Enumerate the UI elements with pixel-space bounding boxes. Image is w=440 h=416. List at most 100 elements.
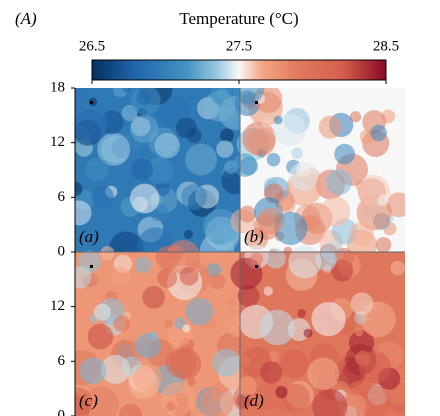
texture-blob (291, 147, 304, 160)
marker (90, 101, 93, 104)
texture-blob (354, 328, 364, 337)
texture-blob (110, 266, 131, 287)
colorbar-tick-label: 27.5 (226, 38, 252, 54)
texture-blob (175, 117, 197, 139)
texture-blob (307, 357, 340, 390)
texture-blob (75, 394, 91, 416)
texture-blob (359, 385, 392, 416)
panel-label: (b) (244, 227, 264, 246)
texture-blob (155, 181, 170, 196)
texture-blob (260, 361, 283, 384)
texture-blob (136, 90, 151, 106)
panel-label: (A) (15, 9, 37, 28)
texture-blob (164, 319, 173, 329)
texture-blob (183, 229, 194, 239)
colorbar-tick-label: 26.5 (79, 38, 105, 54)
marker (255, 265, 258, 268)
heatmaps: (a) (b) (c) (d) (75, 88, 405, 416)
texture-blob (278, 196, 296, 214)
texture-blob (312, 389, 348, 416)
texture-blob (219, 128, 234, 143)
texture-blob (179, 266, 199, 286)
texture-blob (239, 156, 259, 176)
texture-blob (311, 301, 346, 337)
texture-blob (85, 157, 110, 182)
texture-blob (75, 266, 92, 289)
texture-blob (303, 328, 313, 338)
y-tick-label: 6 (58, 189, 66, 205)
texture-blob (265, 248, 286, 269)
texture-blob (259, 309, 296, 346)
texture-blob (390, 260, 405, 276)
texture-blob (128, 367, 160, 399)
panel-label: (c) (79, 391, 98, 410)
texture-blob (288, 245, 322, 279)
texture-blob (349, 222, 374, 247)
texture-blob (87, 323, 114, 350)
texture-blob (185, 297, 214, 326)
marker (90, 265, 93, 268)
texture-blob (268, 351, 280, 362)
texture-blob (200, 385, 234, 416)
texture-blob (157, 268, 178, 288)
texture-blob (227, 297, 237, 307)
texture-blob (131, 158, 154, 181)
texture-blob (175, 392, 189, 406)
texture-blob (348, 381, 363, 396)
texture-blob (146, 157, 174, 185)
texture-blob (334, 247, 354, 268)
texture-blob (75, 109, 108, 144)
texture-blob (165, 401, 176, 412)
colorbar (91, 59, 387, 81)
texture-blob (100, 354, 130, 384)
texture-blob (118, 403, 143, 416)
texture-blob (181, 184, 207, 210)
texture-blob (247, 128, 276, 157)
panel-label: (d) (244, 391, 264, 410)
texture-blob (185, 143, 218, 176)
texture-blob (203, 208, 239, 245)
marker (255, 101, 258, 104)
texture-blob (375, 237, 392, 253)
texture-blob (154, 132, 180, 159)
y-tick-label: 0 (58, 407, 66, 416)
texture-blob (318, 115, 342, 139)
texture-blob (257, 207, 285, 235)
texture-blob (75, 181, 83, 197)
texture-blob (273, 115, 283, 125)
texture-blob (238, 205, 256, 223)
texture-blob (174, 317, 186, 330)
texture-blob (113, 315, 131, 332)
texture-blob (129, 183, 160, 214)
texture-blob (134, 256, 152, 274)
panel-label: (a) (79, 227, 99, 246)
y-tick-label: 12 (50, 134, 65, 150)
texture-blob (135, 332, 161, 359)
texture-blob (326, 169, 352, 195)
y-tick-label: 0 (58, 243, 66, 259)
texture-blob (281, 383, 311, 413)
texture-blob (216, 140, 234, 158)
texture-blob (91, 185, 114, 208)
texture-blob (165, 239, 201, 275)
texture-blob (334, 143, 356, 165)
texture-blob (249, 252, 264, 266)
texture-blob (377, 194, 389, 206)
y-tick-label: 18 (50, 79, 65, 95)
texture-blob (97, 132, 131, 166)
colorbar-label: Temperature (°C) (179, 9, 298, 28)
texture-blob (297, 308, 307, 318)
texture-blob (187, 377, 196, 386)
texture-blob (358, 350, 392, 384)
texture-blob (100, 246, 115, 261)
texture-blob (280, 349, 310, 379)
y-tick-label: 12 (50, 298, 65, 314)
texture-blob (237, 284, 260, 308)
texture-blob (122, 88, 131, 93)
texture-blob (79, 357, 107, 385)
texture-blob (182, 324, 191, 333)
texture-blob (260, 116, 273, 128)
texture-blob (370, 124, 387, 142)
texture-blob (142, 286, 165, 309)
